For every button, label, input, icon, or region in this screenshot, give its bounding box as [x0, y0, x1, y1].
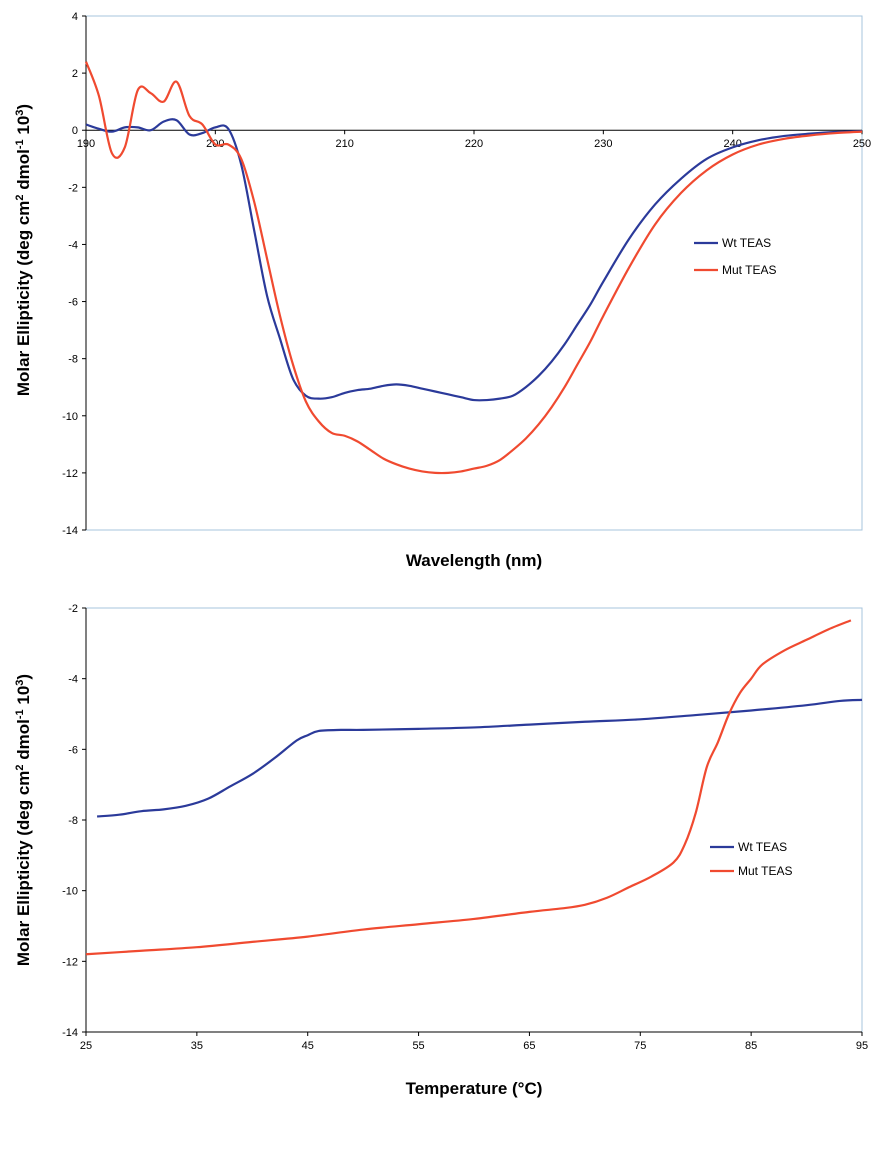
y-axis-title: Molar Ellipticity (deg cm2 dmol-1 103) [14, 674, 33, 966]
series-line-mut-teas [85, 619, 852, 956]
thermal-melt-chart: -2 -4 -6 -8 -10 -12 -14 25 35 45 55 65 75 85 95 Wt TE… [14, 603, 868, 1098]
y-tick-label: -6 [68, 297, 78, 309]
series-group [85, 619, 863, 956]
y-tick-label: 2 [72, 68, 78, 80]
series-line-wt-teas [96, 698, 863, 818]
cd-spectrum-chart: 420-2-4-6-8-10-12-14 190 200 210 220 230 240 2… [14, 11, 871, 570]
legend-label-mut-teas: Mut TEAS [722, 263, 776, 277]
x-tick-label: 45 [302, 1040, 314, 1052]
x-tick-label: 240 [723, 138, 741, 150]
y-tick-label: -10 [62, 886, 78, 898]
y-tick-label: -12 [62, 956, 78, 968]
y-tick-label: -14 [62, 525, 78, 537]
x-tick-label: 250 [853, 138, 871, 150]
series-line-wt-teas [85, 118, 863, 402]
x-tick-label: 85 [745, 1040, 757, 1052]
x-tick-label: 65 [523, 1040, 535, 1052]
y-ticks: -2 -4 -6 -8 -10 -12 -14 [62, 603, 86, 1039]
series-line-mut-teas [84, 61, 863, 475]
x-tick-label: 190 [77, 138, 95, 150]
plot-area-border [85, 607, 863, 1033]
y-tick-label: -2 [68, 182, 78, 194]
x-tick-label: 25 [80, 1040, 92, 1052]
x-tick-label: 55 [412, 1040, 424, 1052]
y-tick-label: 0 [72, 125, 78, 137]
x-axis-title: Temperature (°C) [406, 1079, 543, 1098]
y-tick-label: -8 [68, 354, 78, 366]
y-tick-label: 4 [72, 11, 78, 23]
series-group [84, 61, 863, 475]
y-tick-label: -6 [68, 744, 78, 756]
y-tick-label: -2 [68, 603, 78, 615]
y-tick-label: -4 [68, 239, 78, 251]
legend-label-mut-teas: Mut TEAS [738, 864, 792, 878]
x-tick-label: 220 [465, 138, 483, 150]
y-tick-label: -10 [62, 411, 78, 423]
y-tick-label: -12 [62, 468, 78, 480]
x-ticks: 25 35 45 55 65 75 85 95 [80, 1032, 868, 1052]
y-tick-label: -8 [68, 815, 78, 827]
x-tick-label: 210 [335, 138, 353, 150]
y-tick-label: -4 [68, 674, 78, 686]
x-tick-label: 95 [856, 1040, 868, 1052]
y-tick-label: -14 [62, 1027, 78, 1039]
legend-label-wt-teas: Wt TEAS [738, 840, 787, 854]
x-axis-title: Wavelength (nm) [406, 551, 542, 570]
y-ticks: 4 2 0 -2 -4 -6 -8 -10 -12 -14 [62, 11, 86, 537]
legend: Wt TEAS Mut TEAS [710, 840, 792, 878]
x-tick-label: 75 [634, 1040, 646, 1052]
legend: Wt TEAS Mut TEAS [694, 236, 776, 277]
x-tick-label: 230 [594, 138, 612, 150]
legend-label-wt-teas: Wt TEAS [722, 236, 771, 250]
x-tick-label: 35 [191, 1040, 203, 1052]
x-ticks: 190 200 210 220 230 240 250 [77, 129, 871, 150]
y-axis-title: Molar Ellipticity (deg cm2 dmol-1 103) [14, 104, 33, 396]
